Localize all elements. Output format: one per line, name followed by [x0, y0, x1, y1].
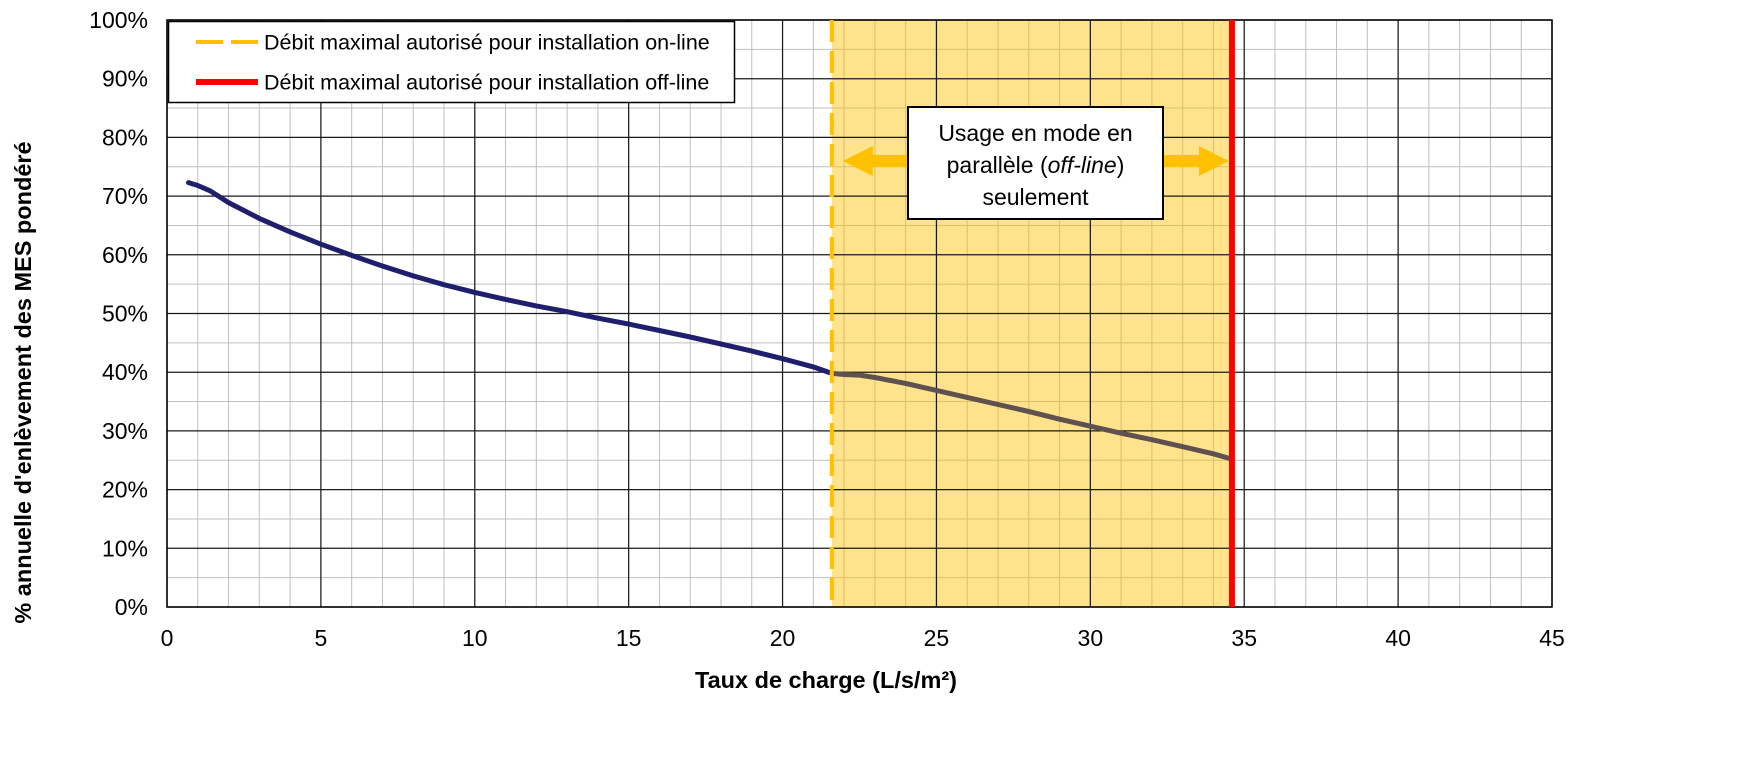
x-axis-label: Taux de charge (L/s/m²)	[695, 667, 957, 693]
x-tick-label: 45	[1539, 625, 1565, 651]
annotation-line-2-end: )	[1117, 152, 1125, 178]
series-line-1	[186, 180, 835, 376]
annotation-line-2: parallèle (off-line)	[947, 152, 1125, 178]
x-tick-label: 0	[161, 625, 174, 651]
reference-lines	[829, 20, 1235, 607]
y-tick-label: 0%	[115, 594, 148, 620]
y-tick-label: 50%	[102, 301, 148, 327]
y-axis-ticks: 0% 10% 20% 30% 40% 50% 60% 70% 80% 90% 100%	[89, 7, 148, 620]
x-tick-label: 15	[616, 625, 642, 651]
annotation-arrow-right	[1163, 146, 1229, 176]
annotation: Usage en mode en parallèle (off-line) seul…	[842, 106, 1229, 220]
y-axis-label: % annuelle d'enlèvement des MES pondéré	[10, 141, 36, 623]
plot-area-border	[166, 19, 1553, 608]
x-tick-label: 20	[770, 625, 796, 651]
annotation-line-2-start: parallèle (	[947, 152, 1048, 178]
y-tick-label: 40%	[102, 359, 148, 385]
series-line-2	[829, 370, 1235, 462]
y-tick-label: 10%	[102, 535, 148, 561]
x-tick-label: 25	[924, 625, 950, 651]
series-lines	[186, 180, 1235, 462]
y-tick-label: 20%	[102, 477, 148, 503]
annotation-line-3: seulement	[982, 184, 1089, 210]
legend: Débit maximal autorisé pour installation…	[167, 20, 736, 104]
annotation-line-1: Usage en mode en	[938, 120, 1132, 146]
legend-label-on-line: Débit maximal autorisé pour installation…	[264, 31, 710, 55]
x-tick-label: 35	[1231, 625, 1257, 651]
annotation-line-2-italic: off-line	[1048, 152, 1117, 178]
annotation-arrow-left	[842, 146, 908, 176]
legend-label-off-line: Débit maximal autorisé pour installation…	[264, 71, 709, 95]
y-tick-label: 30%	[102, 418, 148, 444]
y-tick-label: 100%	[89, 7, 148, 33]
y-tick-label: 80%	[102, 124, 148, 150]
x-tick-label: 5	[314, 625, 327, 651]
y-tick-label: 90%	[102, 66, 148, 92]
x-axis-ticks: 0 5 10 15 20 25 30 35 40 45	[161, 625, 1565, 651]
legend-box	[167, 20, 736, 104]
y-tick-label: 70%	[102, 183, 148, 209]
x-tick-label: 30	[1078, 625, 1104, 651]
y-tick-label: 60%	[102, 242, 148, 268]
x-tick-label: 10	[462, 625, 488, 651]
annotation-box	[907, 106, 1164, 220]
annotation-text: Usage en mode en parallèle (off-line) seul…	[938, 120, 1132, 210]
x-tick-label: 40	[1385, 625, 1411, 651]
